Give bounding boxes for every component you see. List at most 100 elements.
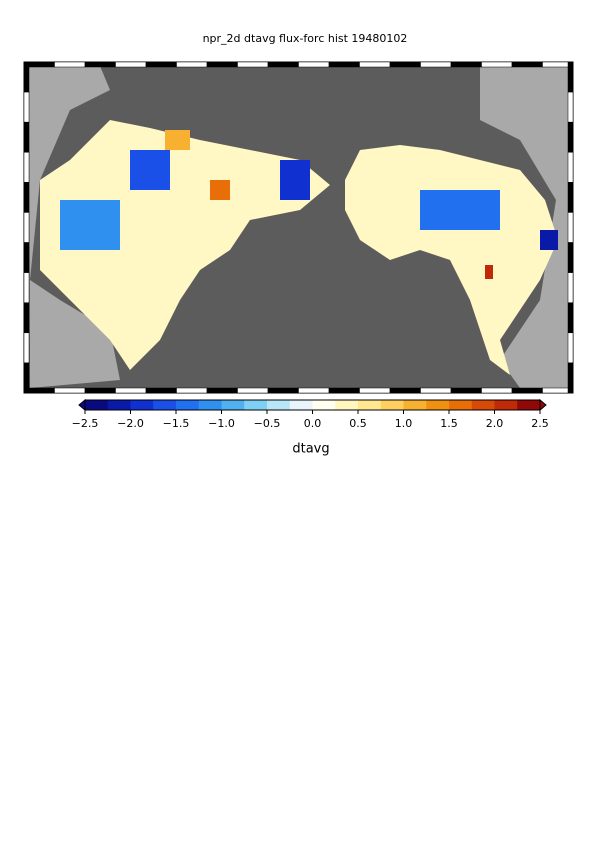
colorbar-segment	[153, 400, 177, 410]
frame-tick	[511, 387, 543, 394]
field-patch	[540, 230, 558, 250]
field-patch	[130, 150, 170, 190]
frame-tick	[237, 387, 269, 394]
frame-tick	[450, 61, 482, 68]
colorbar: −2.5 −2.0 −1.5 −1.0 −0.5 0.0 0.5 1.0 1.5 2.0 2.5	[72, 398, 549, 430]
colorbar-arrow	[78, 398, 86, 412]
frame-tick	[23, 152, 30, 183]
frame-tick	[115, 61, 147, 68]
frame-tick	[23, 302, 30, 334]
frame-tick	[206, 387, 238, 394]
colorbar-tick-label: 1.5	[440, 417, 458, 430]
frame-tick	[567, 152, 574, 183]
colorbar-segment	[517, 400, 541, 410]
frame-tick	[567, 121, 574, 153]
frame-tick	[298, 387, 330, 394]
field	[40, 120, 330, 370]
colorbar-segment	[221, 400, 245, 410]
frame-tick	[54, 61, 86, 68]
frame-tick	[298, 61, 330, 68]
colorbar-segment	[471, 400, 495, 410]
frame-tick	[206, 61, 238, 68]
frame-tick	[23, 182, 30, 213]
frame-tick	[567, 182, 574, 213]
frame-tick	[23, 121, 30, 153]
colorbar-segment	[85, 400, 109, 410]
colorbar-label: dtavg	[292, 442, 329, 457]
field-patch	[280, 160, 310, 200]
frame-tick	[389, 387, 421, 394]
frame-tick	[481, 387, 513, 394]
colorbar-tick-label: −1.0	[208, 417, 235, 430]
colorbar-tick-label: −0.5	[254, 417, 281, 430]
frame-tick	[389, 61, 421, 68]
frame-tick	[176, 61, 208, 68]
land	[29, 66, 120, 388]
frame-tick	[567, 91, 574, 123]
colorbar-segment	[267, 400, 291, 410]
colorbar-tick-label: 2.0	[486, 417, 504, 430]
frame-tick	[115, 387, 147, 394]
map	[24, 62, 573, 393]
frame-tick	[23, 212, 30, 243]
field-patch	[420, 190, 500, 230]
colorbar-segment	[198, 400, 222, 410]
frame-tick	[511, 61, 543, 68]
frame-tick	[23, 332, 30, 364]
field-patch	[165, 130, 190, 150]
frame-tick	[145, 387, 177, 394]
colorbar-segment	[426, 400, 450, 410]
field-patch	[210, 180, 230, 200]
frame-tick	[54, 387, 86, 394]
frame-tick	[567, 212, 574, 243]
colorbar-segment	[289, 400, 313, 410]
map-frame	[23, 61, 574, 394]
frame-tick	[84, 61, 116, 68]
frame-tick	[23, 242, 30, 273]
frame-tick	[420, 387, 452, 394]
colorbar-tick-label: 0.5	[349, 417, 367, 430]
frame-tick	[567, 332, 574, 364]
frame-tick	[450, 387, 482, 394]
colorbar-tick-label: 0.0	[304, 417, 322, 430]
colorbar-segment	[335, 400, 359, 410]
colorbar-segment	[312, 400, 336, 410]
field-patch	[485, 265, 493, 279]
colorbar-segment	[403, 400, 427, 410]
colorbar-arrow	[539, 398, 547, 412]
frame-tick	[176, 387, 208, 394]
frame-tick	[267, 61, 299, 68]
frame-tick	[359, 387, 391, 394]
colorbar-tick-label: 1.0	[395, 417, 413, 430]
land	[480, 66, 569, 388]
frame-tick	[567, 242, 574, 273]
colorbar-segment	[130, 400, 154, 410]
frame-tick	[237, 61, 269, 68]
colorbar-tick-label: −2.0	[117, 417, 144, 430]
frame-tick	[359, 61, 391, 68]
frame-tick	[328, 61, 360, 68]
frame-tick	[481, 61, 513, 68]
frame-tick	[567, 61, 574, 93]
frame-tick	[23, 362, 30, 394]
frame-tick	[23, 61, 30, 93]
colorbar-tick-label: −2.5	[72, 417, 99, 430]
colorbar-segment	[494, 400, 518, 410]
colorbar-segment	[449, 400, 473, 410]
colorbar-segment	[244, 400, 268, 410]
frame-tick	[84, 387, 116, 394]
frame-tick	[420, 61, 452, 68]
colorbar-segment	[358, 400, 382, 410]
frame-tick	[23, 272, 30, 303]
colorbar-segment	[176, 400, 200, 410]
map-title: npr_2d dtavg flux-forc hist 19480102	[203, 32, 408, 45]
colorbar-tick-label: 2.5	[531, 417, 549, 430]
frame-tick	[23, 91, 30, 123]
frame-tick	[267, 387, 299, 394]
colorbar-segment	[107, 400, 131, 410]
field-patch	[60, 200, 120, 250]
frame-tick	[567, 362, 574, 394]
frame-tick	[567, 272, 574, 303]
field	[345, 145, 558, 375]
